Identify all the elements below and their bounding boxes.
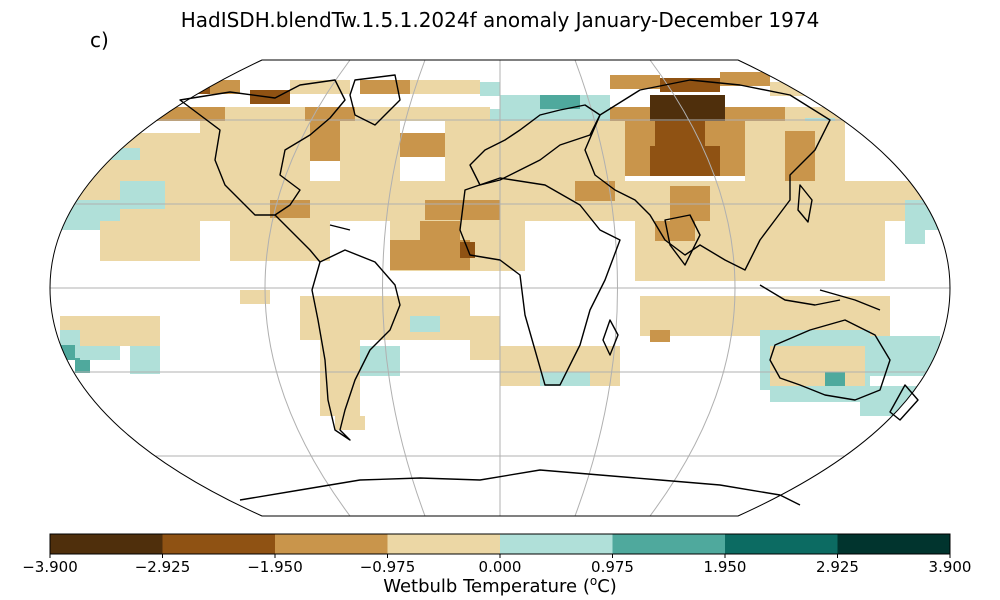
coastlines	[179, 74, 919, 506]
colorbar-segment	[837, 534, 951, 554]
colorbar-segment	[50, 534, 163, 554]
colorbar-tick-label: 0.975	[591, 558, 634, 576]
colorbar-tick-label: −3.900	[22, 558, 78, 576]
colorbar-segment	[612, 534, 726, 554]
colorbar-tick-label: 2.925	[816, 558, 859, 576]
colorbar-tick-label: 3.900	[928, 558, 972, 576]
colorbar-tick-label: 1.950	[703, 558, 747, 576]
colorbar-label: Wetbulb Temperature (oC)	[383, 574, 617, 597]
colorbar-segment	[725, 534, 838, 554]
colorbar	[50, 534, 951, 554]
globe-outline	[49, 59, 951, 517]
colorbar-tick-label: −2.925	[134, 558, 191, 576]
colorbar-tick-label: −0.975	[359, 558, 416, 576]
colorbar-segment	[387, 534, 501, 554]
colorbar-tick-label: 0.000	[478, 558, 522, 576]
colorbar-tick-label: −1.950	[247, 558, 303, 576]
gridlines	[50, 60, 950, 516]
colorbar-segment	[162, 534, 276, 554]
anomaly-cells	[55, 72, 950, 430]
panel-label: c)	[90, 28, 109, 52]
colorbar-segment	[275, 534, 388, 554]
map-title: HadISDH.blendTw.1.5.1.2024f anomaly Janu…	[180, 8, 820, 32]
colorbar-segment	[500, 534, 613, 554]
colorbar-tick-marks	[49, 554, 951, 558]
